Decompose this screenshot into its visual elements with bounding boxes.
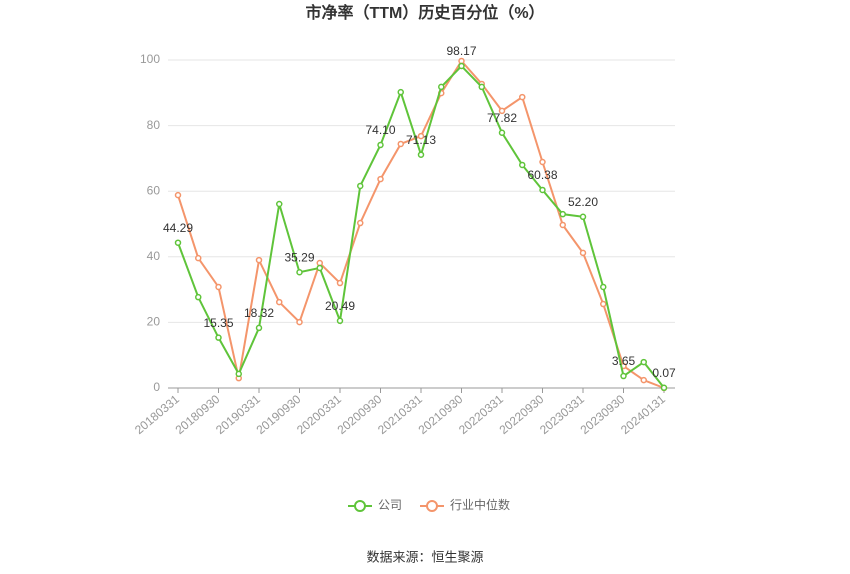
y-tick-label: 60 bbox=[147, 183, 161, 197]
point bbox=[519, 161, 526, 169]
point bbox=[559, 210, 566, 218]
point bbox=[276, 200, 283, 208]
point bbox=[377, 175, 384, 183]
point bbox=[498, 107, 506, 115]
data-label: 18.32 bbox=[244, 306, 274, 320]
legend-marker bbox=[426, 500, 438, 512]
point bbox=[316, 264, 323, 272]
point bbox=[600, 300, 607, 308]
data-label: 60.38 bbox=[527, 168, 557, 182]
point bbox=[640, 358, 647, 366]
point bbox=[579, 213, 587, 221]
y-tick-label: 0 bbox=[153, 380, 160, 394]
point bbox=[519, 93, 526, 101]
point bbox=[458, 57, 465, 65]
point bbox=[235, 370, 242, 378]
y-tick-label: 80 bbox=[147, 118, 161, 132]
point bbox=[296, 318, 303, 326]
point bbox=[215, 283, 222, 291]
data-label: 71.13 bbox=[406, 133, 436, 147]
data-label: 44.29 bbox=[163, 221, 193, 235]
data-label: 20.49 bbox=[325, 299, 355, 313]
legend-label: 公司 bbox=[378, 498, 402, 512]
point bbox=[174, 191, 182, 199]
point bbox=[357, 182, 364, 190]
point bbox=[417, 132, 425, 140]
legend-label: 行业中位数 bbox=[450, 497, 510, 512]
point bbox=[357, 219, 364, 227]
point bbox=[195, 254, 202, 262]
point bbox=[195, 293, 202, 301]
point bbox=[397, 88, 404, 96]
point bbox=[640, 376, 647, 384]
point bbox=[539, 186, 546, 194]
data-label: 35.29 bbox=[284, 250, 314, 264]
point bbox=[458, 62, 465, 70]
point bbox=[579, 249, 587, 257]
data-label: 3.65 bbox=[612, 354, 636, 368]
chart-title: 市净率（TTM）历史百分位（%） bbox=[305, 3, 544, 22]
point bbox=[539, 158, 546, 166]
y-tick-label: 100 bbox=[140, 52, 160, 66]
point bbox=[600, 283, 607, 291]
point bbox=[438, 83, 445, 91]
data-label: 98.17 bbox=[446, 44, 476, 58]
data-label: 52.20 bbox=[568, 195, 598, 209]
series-line bbox=[177, 59, 665, 389]
point bbox=[498, 129, 506, 137]
data-label: 15.35 bbox=[203, 316, 233, 330]
point bbox=[478, 83, 485, 91]
data-label: 74.10 bbox=[365, 123, 395, 137]
x-tick-label: 20240131 bbox=[618, 392, 668, 437]
series-line bbox=[177, 64, 665, 389]
point bbox=[660, 384, 668, 392]
point bbox=[255, 324, 263, 332]
point bbox=[559, 221, 566, 229]
data-label: 0.07 bbox=[652, 366, 676, 380]
point bbox=[296, 268, 303, 276]
point bbox=[377, 141, 384, 149]
point bbox=[276, 298, 283, 306]
point bbox=[397, 140, 404, 148]
y-tick-label: 40 bbox=[147, 249, 161, 263]
point bbox=[417, 151, 425, 158]
point bbox=[215, 334, 222, 341]
point bbox=[255, 256, 263, 264]
source: 数据来源：恒生聚源 bbox=[366, 549, 483, 564]
data-label: 77.82 bbox=[487, 111, 517, 125]
point bbox=[336, 317, 344, 325]
point bbox=[174, 239, 182, 246]
legend-marker bbox=[354, 500, 366, 512]
point bbox=[620, 372, 627, 380]
y-tick-label: 20 bbox=[147, 315, 161, 329]
point bbox=[336, 279, 344, 287]
